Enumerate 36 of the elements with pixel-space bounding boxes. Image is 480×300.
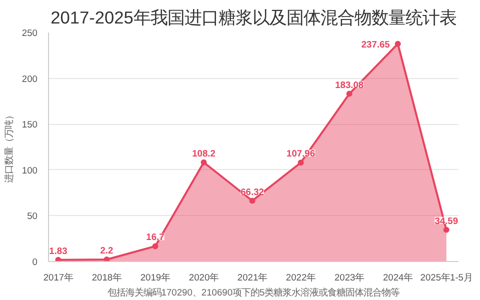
point: [249, 198, 256, 204]
x-tick-label: 2022年: [286, 272, 316, 282]
data-label: 1.83: [49, 246, 68, 256]
x-tick-label: 2024年: [382, 272, 413, 282]
point: [298, 160, 304, 166]
x-tick-label: 2018年: [92, 272, 122, 282]
data-label: 107.96: [286, 148, 316, 159]
data-label: 34.59: [434, 216, 458, 226]
point: [104, 256, 110, 262]
x-tick-label: 2017年: [43, 272, 74, 282]
y-tick-label: 150: [22, 120, 38, 130]
y-tick-label: 250: [22, 28, 38, 38]
point: [394, 40, 401, 47]
data-label: 2.2: [100, 245, 114, 256]
x-axis-title: 包括海关编码170290、210690项下的5类糖浆水溶液或食糖固体混合物等: [107, 288, 400, 298]
y-axis-title: 进口数量（万吨）: [4, 111, 14, 183]
x-tick-label: 2020年: [188, 272, 219, 282]
data-label: 183.08: [335, 80, 364, 90]
point: [346, 90, 352, 97]
y-tick-label: 0: [32, 257, 38, 267]
x-tick-label: 2021年: [237, 272, 268, 282]
point: [55, 256, 62, 262]
point: [152, 243, 158, 250]
point: [443, 226, 450, 233]
data-label: 108.2: [192, 148, 216, 158]
y-tick-label: 50: [27, 211, 38, 222]
y-tick-label: 100: [22, 165, 38, 176]
point: [200, 159, 207, 166]
x-tick-label: 2023年: [334, 272, 364, 282]
data-label: 16.7: [146, 232, 164, 242]
chart-title: 2017-2025年我国进口糖浆以及固体混合物数量统计表: [50, 8, 456, 28]
y-tick-label: 200: [22, 74, 38, 84]
data-label: 66.32: [240, 186, 264, 197]
data-label: 237.65: [361, 39, 390, 50]
x-tick-label: 2025年1-5月: [420, 272, 472, 282]
x-tick-label: 2019年: [140, 272, 170, 282]
